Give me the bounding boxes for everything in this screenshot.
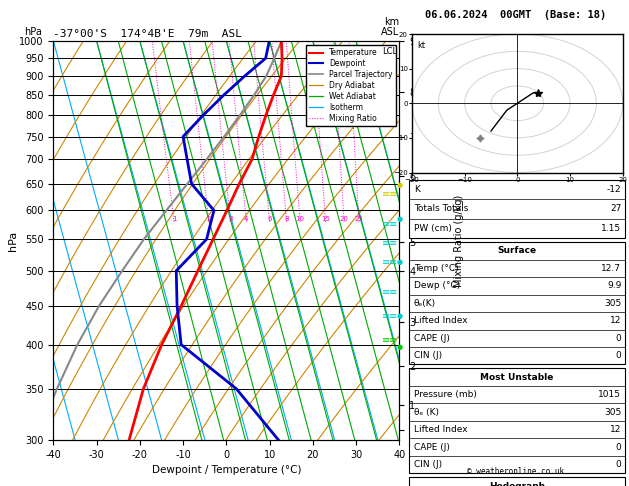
- Text: 12: 12: [610, 425, 621, 434]
- Text: LCL: LCL: [382, 47, 398, 56]
- Text: θₑ (K): θₑ (K): [414, 408, 439, 417]
- Text: 1.15: 1.15: [601, 224, 621, 233]
- Text: Temp (°C): Temp (°C): [414, 264, 459, 273]
- Text: 3: 3: [228, 216, 233, 222]
- Y-axis label: Mixing Ratio (g/kg): Mixing Ratio (g/kg): [454, 194, 464, 287]
- Text: 4: 4: [244, 216, 248, 222]
- Text: 0: 0: [616, 443, 621, 451]
- Text: 27: 27: [610, 205, 621, 213]
- Text: ≡≡: ≡≡: [382, 238, 398, 248]
- Legend: Temperature, Dewpoint, Parcel Trajectory, Dry Adiabat, Wet Adiabat, Isotherm, Mi: Temperature, Dewpoint, Parcel Trajectory…: [306, 45, 396, 126]
- Text: -37°00'S  174°4B'E  79m  ASL: -37°00'S 174°4B'E 79m ASL: [53, 29, 242, 39]
- Text: ≡≡: ≡≡: [382, 311, 398, 321]
- Text: 1015: 1015: [598, 390, 621, 399]
- Text: -12: -12: [607, 185, 621, 194]
- Text: Surface: Surface: [497, 246, 537, 255]
- Text: Totals Totals: Totals Totals: [414, 205, 468, 213]
- Text: Hodograph: Hodograph: [489, 482, 545, 486]
- Text: 15: 15: [321, 216, 330, 222]
- Text: θₑ(K): θₑ(K): [414, 299, 436, 308]
- X-axis label: Dewpoint / Temperature (°C): Dewpoint / Temperature (°C): [152, 465, 301, 475]
- Text: 1: 1: [172, 216, 176, 222]
- Text: CAPE (J): CAPE (J): [414, 334, 450, 343]
- Text: hPa: hPa: [24, 27, 42, 37]
- Text: Pressure (mb): Pressure (mb): [414, 390, 477, 399]
- Text: ●: ●: [396, 260, 403, 265]
- Text: ●: ●: [396, 345, 403, 350]
- Text: K: K: [414, 185, 420, 194]
- Text: 20: 20: [340, 216, 348, 222]
- Text: ≡≡: ≡≡: [382, 287, 398, 296]
- Text: CIN (J): CIN (J): [414, 460, 442, 469]
- Text: PW (cm): PW (cm): [414, 224, 452, 233]
- Text: 6: 6: [267, 216, 272, 222]
- Text: ≡≡: ≡≡: [382, 190, 398, 199]
- Text: Most Unstable: Most Unstable: [480, 373, 554, 382]
- Text: 0: 0: [616, 334, 621, 343]
- Text: km
ASL: km ASL: [381, 17, 399, 37]
- Text: © weatheronline.co.uk: © weatheronline.co.uk: [467, 467, 564, 476]
- Text: ≡≡: ≡≡: [382, 335, 398, 345]
- Text: Dewp (°C): Dewp (°C): [414, 281, 460, 290]
- Text: 2: 2: [207, 216, 211, 222]
- Text: ≡≡: ≡≡: [382, 219, 398, 228]
- Text: ≡≡: ≡≡: [382, 258, 398, 267]
- Text: kt: kt: [417, 41, 425, 50]
- Text: 8: 8: [284, 216, 289, 222]
- Text: ●: ●: [396, 216, 403, 222]
- Text: Lifted Index: Lifted Index: [414, 425, 467, 434]
- Text: 0: 0: [616, 351, 621, 360]
- Y-axis label: hPa: hPa: [8, 230, 18, 251]
- Text: 0: 0: [616, 460, 621, 469]
- Text: 06.06.2024  00GMT  (Base: 18): 06.06.2024 00GMT (Base: 18): [425, 10, 606, 20]
- Text: CIN (J): CIN (J): [414, 351, 442, 360]
- Text: 9.9: 9.9: [607, 281, 621, 290]
- Text: 12.7: 12.7: [601, 264, 621, 273]
- Text: 10: 10: [296, 216, 304, 222]
- Text: 25: 25: [355, 216, 364, 222]
- Text: CAPE (J): CAPE (J): [414, 443, 450, 451]
- Text: Lifted Index: Lifted Index: [414, 316, 467, 325]
- Text: ●: ●: [396, 182, 403, 188]
- Text: 305: 305: [604, 299, 621, 308]
- Text: 12: 12: [610, 316, 621, 325]
- Text: 305: 305: [604, 408, 621, 417]
- Text: ●: ●: [396, 313, 403, 319]
